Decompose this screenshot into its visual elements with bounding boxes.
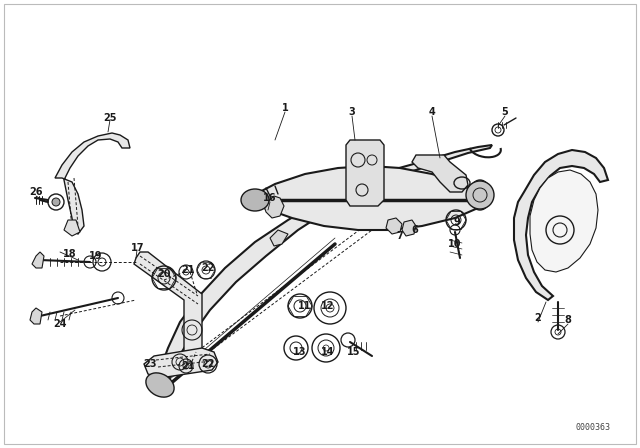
Text: 15: 15 <box>348 347 361 357</box>
Text: 2: 2 <box>534 313 541 323</box>
Polygon shape <box>155 145 492 396</box>
Polygon shape <box>412 155 468 192</box>
Ellipse shape <box>146 373 174 397</box>
Polygon shape <box>250 166 480 230</box>
Polygon shape <box>264 196 284 218</box>
Text: 13: 13 <box>293 347 307 357</box>
Text: 8: 8 <box>564 315 572 325</box>
Circle shape <box>52 198 60 206</box>
Ellipse shape <box>241 189 269 211</box>
Text: 14: 14 <box>321 347 335 357</box>
Polygon shape <box>30 308 42 324</box>
Text: 7: 7 <box>397 231 403 241</box>
Text: 21: 21 <box>181 361 195 371</box>
Ellipse shape <box>469 180 491 210</box>
Polygon shape <box>134 252 202 366</box>
Text: 22: 22 <box>201 359 215 369</box>
Text: 10: 10 <box>448 239 461 249</box>
Text: 0000363: 0000363 <box>575 423 610 432</box>
Polygon shape <box>32 252 44 268</box>
Text: 26: 26 <box>29 187 43 197</box>
Text: 24: 24 <box>53 319 67 329</box>
Text: 4: 4 <box>429 107 435 117</box>
Polygon shape <box>530 170 598 272</box>
Text: 9: 9 <box>454 217 460 227</box>
Text: 12: 12 <box>321 301 335 311</box>
Text: 21: 21 <box>181 265 195 275</box>
Text: 18: 18 <box>63 249 77 259</box>
Polygon shape <box>55 133 130 234</box>
Polygon shape <box>346 140 384 206</box>
Polygon shape <box>64 220 80 236</box>
Text: 22: 22 <box>201 263 215 273</box>
Polygon shape <box>144 348 218 378</box>
Text: 16: 16 <box>263 193 276 203</box>
Polygon shape <box>386 218 402 234</box>
Text: 1: 1 <box>282 103 289 113</box>
Polygon shape <box>514 150 608 300</box>
Text: 5: 5 <box>502 107 508 117</box>
Text: 20: 20 <box>157 269 171 279</box>
Text: 6: 6 <box>412 225 419 235</box>
Text: 19: 19 <box>89 251 103 261</box>
Circle shape <box>466 181 494 209</box>
Text: 3: 3 <box>349 107 355 117</box>
Polygon shape <box>270 230 288 246</box>
Text: 25: 25 <box>103 113 116 123</box>
Text: 11: 11 <box>298 301 312 311</box>
Polygon shape <box>402 220 416 236</box>
Text: 23: 23 <box>143 359 157 369</box>
Text: 17: 17 <box>131 243 145 253</box>
